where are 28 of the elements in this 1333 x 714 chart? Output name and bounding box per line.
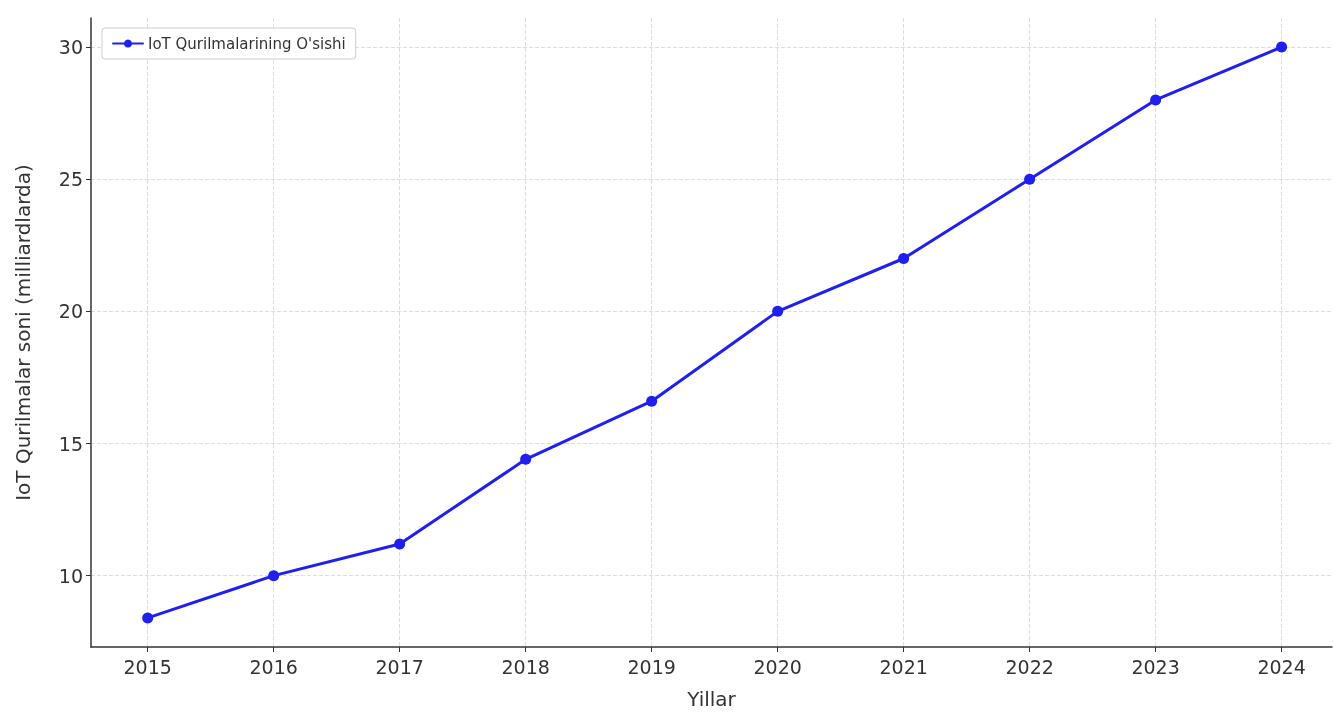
y-tick-label: 20: [58, 300, 83, 323]
point: [1024, 173, 1036, 185]
point: [646, 395, 658, 407]
point: [394, 538, 406, 550]
x-tick-label: 2022: [1005, 655, 1054, 678]
x-tick-label: 2015: [123, 655, 172, 678]
x-tick-label: 2024: [1257, 655, 1306, 678]
point: [142, 612, 154, 624]
y-tick-label: 25: [58, 168, 83, 191]
x-tick-label: 2023: [1131, 655, 1180, 678]
point: [1276, 41, 1288, 53]
x-axis-title: Yillar: [686, 687, 737, 711]
y-tick-label: 10: [58, 564, 83, 587]
point: [268, 570, 280, 582]
point: [1150, 94, 1162, 106]
point: [772, 305, 784, 317]
x-tick-label: 2016: [249, 655, 298, 678]
x-tick-label: 2018: [501, 655, 550, 678]
x-tick-label: 2020: [753, 655, 802, 678]
point: [898, 253, 910, 264]
y-tick-label: 30: [58, 36, 83, 59]
x-tick-label: 2019: [627, 655, 676, 678]
y-axis-title: IoT Qurilmalar soni (milliardlarda): [11, 164, 35, 501]
x-tick-label: 2021: [879, 655, 928, 678]
y-tick-label: 15: [58, 432, 83, 455]
legend-label: IoT Qurilmalarining O'sishi: [148, 34, 346, 53]
point: [520, 453, 532, 465]
x-tick-label: 2017: [375, 655, 424, 678]
